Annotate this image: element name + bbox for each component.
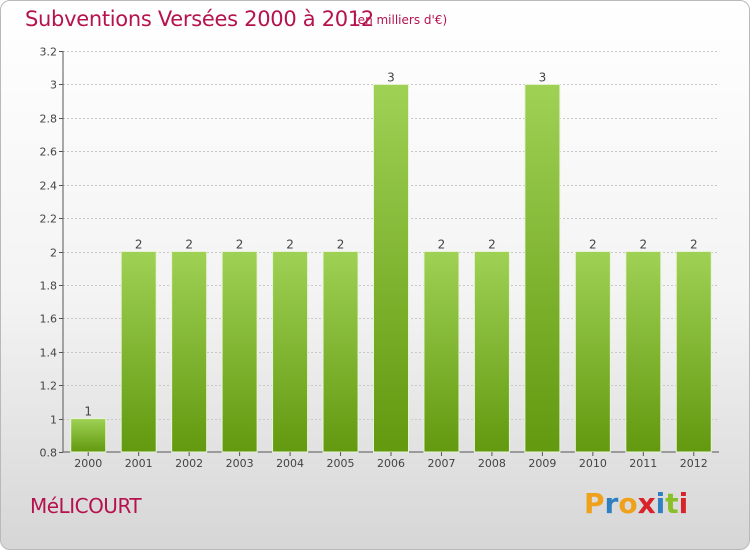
- y-tick-label: 3.2: [40, 46, 58, 59]
- value-label: 2: [488, 238, 496, 252]
- y-tick-label: 3: [50, 79, 57, 92]
- x-tick-label: 2001: [125, 457, 153, 470]
- bar-2007: [423, 251, 460, 453]
- bar-2001: [120, 251, 157, 453]
- value-label: 2: [337, 238, 345, 252]
- bar-2011: [625, 251, 662, 453]
- y-tick-label: 2: [50, 247, 57, 260]
- y-tick-label: 1.4: [40, 347, 58, 360]
- bar-2004: [272, 251, 309, 453]
- x-tick-label: 2006: [377, 457, 405, 470]
- bar-2009: [524, 83, 561, 453]
- y-tick-label: 1.2: [40, 380, 58, 393]
- bar-2008: [473, 251, 510, 453]
- value-label: 2: [438, 238, 446, 252]
- x-tick-label: 2011: [629, 457, 657, 470]
- commune-name: MéLICOURT: [30, 494, 142, 518]
- x-tick-labels: 2000 2001 2002 2003 2004 2005 2006 2007 2008 2009…: [74, 452, 708, 470]
- x-tick-label: 2005: [327, 457, 355, 470]
- y-tick-label: 1.6: [40, 313, 58, 326]
- x-tick-label: 2003: [226, 457, 254, 470]
- proxiti-letter: P: [584, 487, 605, 520]
- x-tick-label: 2008: [478, 457, 506, 470]
- value-labels: 1 2 2 2 2 2 3 2 2 3 2 2 2: [84, 70, 697, 418]
- proxiti-letter: t: [665, 487, 679, 520]
- value-label: 3: [387, 70, 395, 84]
- x-tick-label: 2000: [74, 457, 102, 470]
- bar-2002: [171, 251, 208, 453]
- bar-2010: [574, 251, 611, 453]
- chart-title: Subventions Versées 2000 à 2012: [25, 7, 374, 31]
- x-tick-label: 2007: [427, 457, 455, 470]
- proxiti-letter: o: [618, 487, 638, 520]
- bar-2006: [373, 83, 409, 453]
- y-tick-label: 1.8: [40, 280, 58, 293]
- bars: [70, 83, 712, 453]
- proxiti-letter: i: [655, 487, 666, 520]
- x-tick-label: 2009: [528, 457, 556, 470]
- value-label: 2: [690, 238, 698, 252]
- y-tick-label: 2.6: [40, 146, 58, 159]
- value-label: 2: [589, 238, 597, 252]
- value-label: 2: [639, 238, 647, 252]
- y-tick-label: 2.2: [40, 213, 58, 226]
- bar-2005: [322, 251, 359, 453]
- value-label: 1: [84, 405, 92, 419]
- x-tick-label: 2010: [579, 457, 607, 470]
- y-tick-label: 2.8: [40, 113, 58, 126]
- x-tick-label: 2004: [276, 457, 304, 470]
- proxiti-logo: Proxiti: [584, 487, 688, 520]
- value-label: 2: [286, 238, 294, 252]
- y-tick-labels: 0.8 1 1.2 1.4 1.6 1.8 2 2.2 2.4 2.6 2.8 3 3.2: [40, 46, 63, 460]
- bar-2012: [675, 251, 712, 453]
- bar-2000: [70, 418, 107, 453]
- y-tick-label: 2.4: [40, 180, 58, 193]
- chart-subtitle: (en milliers d'€): [353, 13, 448, 27]
- x-tick-label: 2002: [175, 457, 203, 470]
- value-label: 2: [135, 238, 143, 252]
- proxiti-letter: r: [604, 487, 619, 520]
- value-label: 2: [185, 238, 193, 252]
- proxiti-letter: i: [678, 487, 689, 520]
- value-label: 2: [236, 238, 244, 252]
- y-tick-label: 1: [50, 414, 57, 427]
- proxiti-letter: x: [637, 487, 656, 520]
- y-tick-label: 0.8: [40, 447, 58, 460]
- bar-2003: [221, 251, 258, 453]
- value-label: 3: [539, 70, 547, 84]
- x-tick-label: 2012: [680, 457, 708, 470]
